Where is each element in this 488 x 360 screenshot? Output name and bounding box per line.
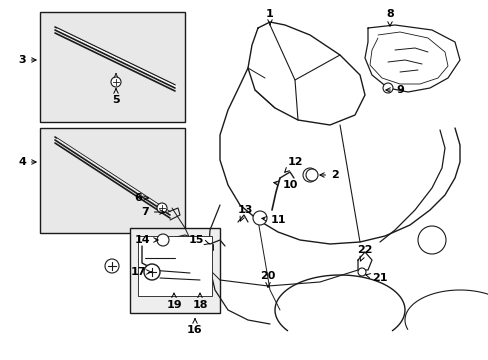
Text: 3: 3: [18, 55, 36, 65]
Text: 17: 17: [130, 267, 151, 277]
Text: 18: 18: [192, 293, 207, 310]
Circle shape: [303, 168, 316, 182]
Text: 22: 22: [357, 245, 372, 261]
Text: 16: 16: [187, 319, 203, 335]
Bar: [40, 12, 184, 122]
Text: 10: 10: [273, 180, 297, 190]
Text: 12: 12: [284, 157, 302, 172]
Bar: [138, 236, 212, 296]
Text: 6: 6: [134, 193, 148, 203]
Circle shape: [111, 77, 121, 87]
Circle shape: [157, 203, 167, 213]
Circle shape: [382, 83, 392, 93]
Text: 14: 14: [134, 235, 158, 245]
Text: 19: 19: [166, 293, 182, 310]
Circle shape: [105, 259, 119, 273]
Circle shape: [157, 234, 169, 246]
Text: 20: 20: [260, 271, 275, 287]
Bar: [40, 128, 184, 233]
Bar: [130, 228, 220, 313]
Text: 8: 8: [386, 9, 393, 26]
Text: 21: 21: [365, 273, 387, 283]
Text: 5: 5: [112, 89, 120, 105]
Text: 7: 7: [141, 207, 164, 217]
Circle shape: [305, 169, 317, 181]
Circle shape: [252, 211, 266, 225]
Text: 11: 11: [261, 215, 285, 225]
Circle shape: [357, 268, 365, 276]
Text: 4: 4: [18, 157, 36, 167]
Text: 9: 9: [385, 85, 403, 95]
Circle shape: [143, 264, 160, 280]
Text: 1: 1: [265, 9, 273, 24]
Text: 2: 2: [319, 170, 338, 180]
Text: 15: 15: [188, 235, 209, 245]
Text: 13: 13: [237, 205, 252, 221]
